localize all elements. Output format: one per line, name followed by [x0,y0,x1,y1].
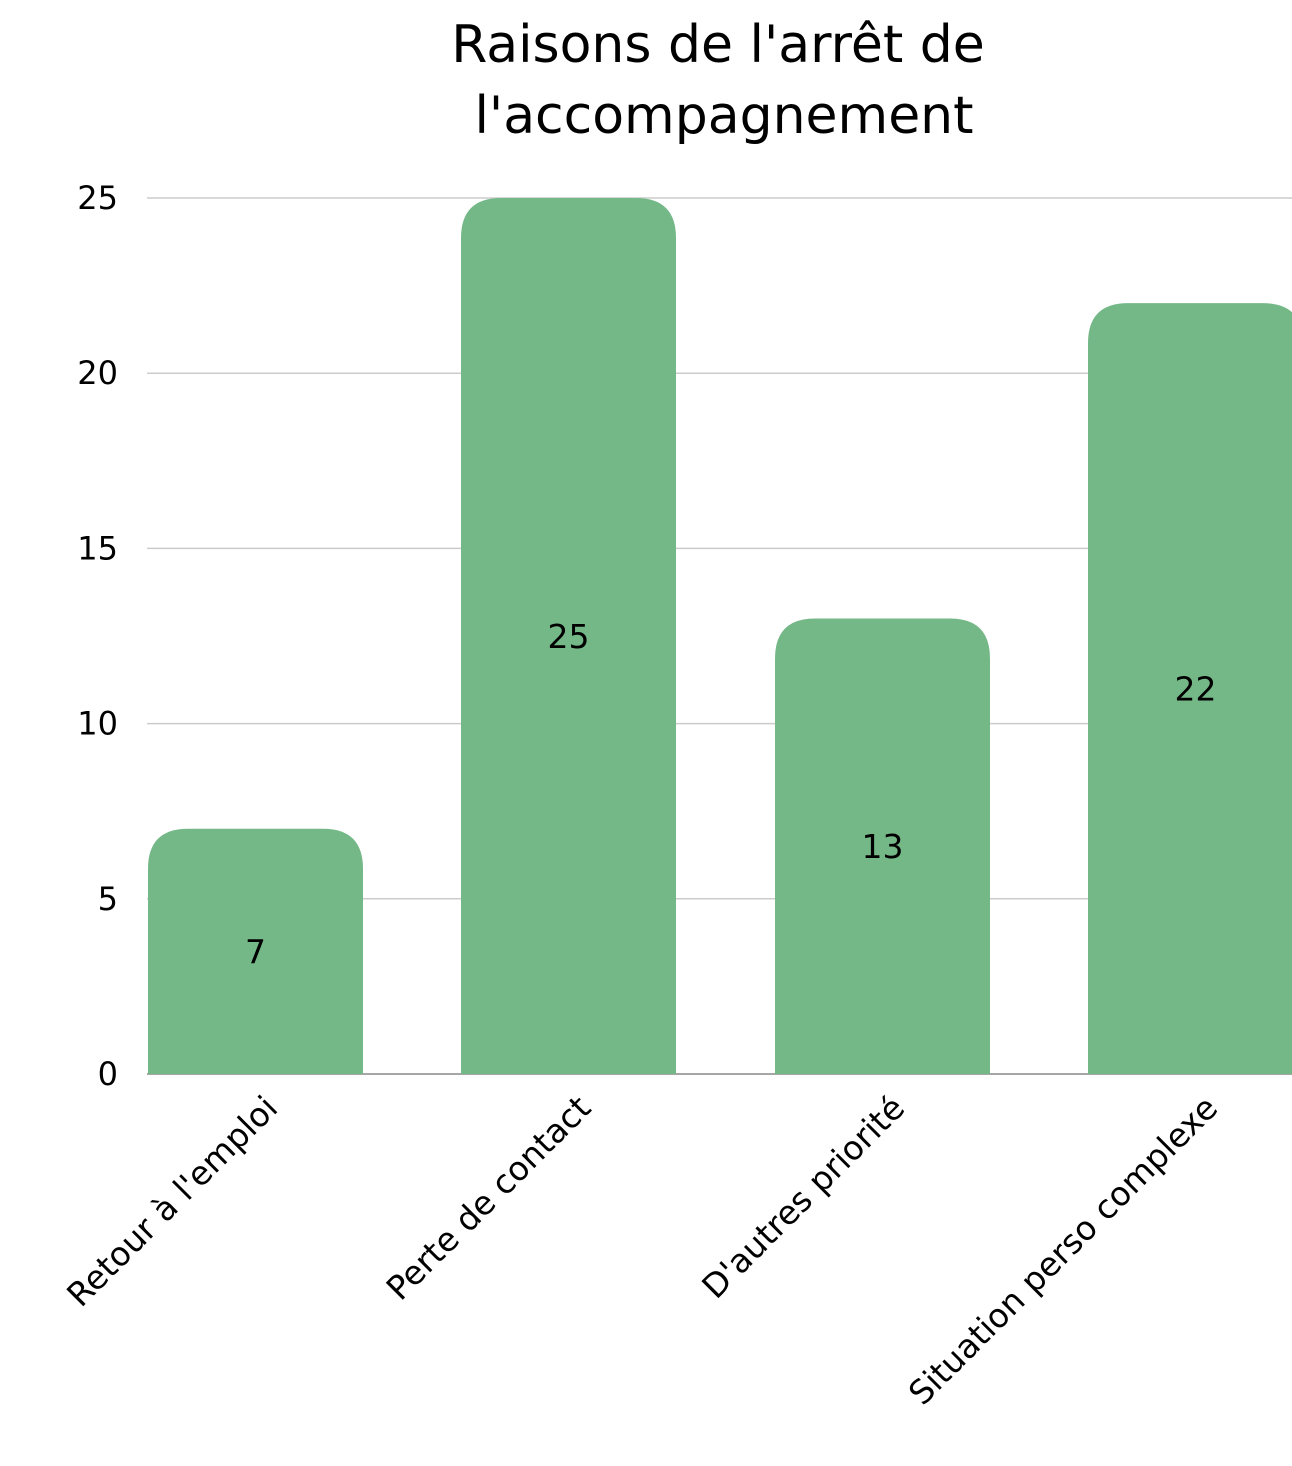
y-tick-label: 15 [77,529,118,567]
y-tick-label: 20 [77,354,118,392]
x-category-label: Perte de contact [379,1088,599,1308]
x-category-label: Situation perso complexe [901,1088,1225,1412]
bars [148,198,1292,1074]
data-labels: 7 25 13 22 [245,617,1217,971]
y-axis-ticks: 0 5 10 15 20 25 [77,179,118,1093]
bar [461,198,676,1074]
y-tick-label: 5 [98,880,118,918]
data-label: 22 [1175,670,1217,709]
x-axis-categories: Retour à l'emploi Perte de contact D'autre… [59,1088,1225,1412]
bar [1088,303,1292,1074]
x-category-label: D'autres priorité [694,1088,912,1306]
y-tick-label: 25 [77,179,118,217]
y-tick-label: 10 [77,705,118,743]
chart-title-line-2: l'accompagnement [474,86,973,146]
x-category-label: Retour à l'emploi [59,1088,285,1314]
chart-title-line-1: Raisons de l'arrêt de [451,15,985,75]
bar [775,618,990,1074]
y-tick-label: 0 [98,1055,118,1093]
data-label: 13 [862,827,904,866]
bar [148,828,363,1074]
data-label: 25 [548,617,590,656]
data-label: 7 [245,932,266,971]
